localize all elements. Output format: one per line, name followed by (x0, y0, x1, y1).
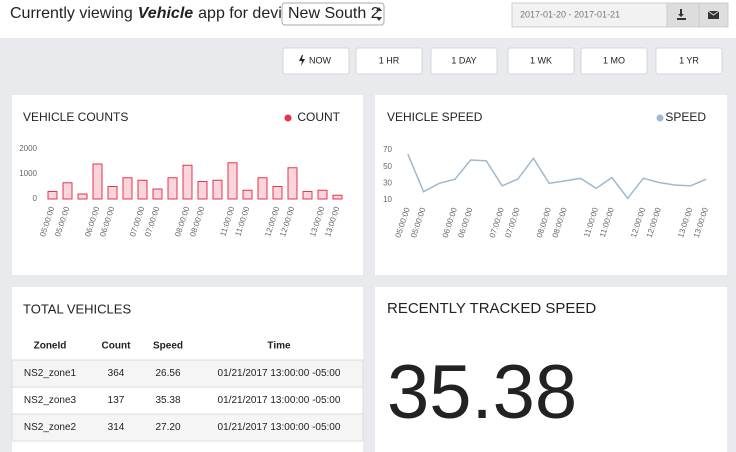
bar (272, 186, 283, 200)
bar (182, 164, 193, 200)
y-tick-label: 2000 (19, 144, 37, 153)
table-cell: 314 (108, 422, 125, 433)
chart-title: VEHICLE COUNTS (23, 110, 128, 124)
device-select[interactable] (281, 2, 385, 26)
time-button-label: 1 DAY (451, 55, 476, 65)
y-tick-label: 70 (383, 145, 392, 154)
time-button-label: 1 WK (530, 55, 552, 65)
legend-marker (284, 114, 292, 122)
table-cell: NS2_zone3 (24, 395, 77, 406)
bar (197, 181, 208, 200)
line (407, 153, 707, 200)
bar (152, 188, 163, 200)
bolt-icon (299, 55, 305, 66)
table-cell: 27.20 (155, 422, 180, 433)
email-icon-flap (707, 10, 720, 16)
header-prefix: Currently viewing (10, 5, 133, 22)
bar (227, 162, 238, 200)
y-tick-label: 1000 (19, 169, 37, 178)
time-button-label: NOW (309, 55, 332, 65)
header-suffix: app for device (198, 5, 299, 22)
time-button[interactable] (507, 47, 575, 75)
bar (302, 191, 313, 200)
bar (287, 167, 298, 200)
panel (375, 95, 727, 275)
bar (137, 179, 148, 200)
y-tick-label: 0 (33, 194, 38, 203)
bar (332, 194, 343, 200)
bar (107, 186, 118, 200)
time-button[interactable] (580, 47, 648, 75)
table-cell: NS2_zone1 (24, 368, 77, 379)
table-cell: 01/21/2017 13:00:00 -05:00 (218, 395, 341, 406)
bar (167, 177, 178, 200)
time-button[interactable] (655, 47, 723, 75)
column-header: Count (102, 341, 132, 352)
header-text: Currently viewing Vehicle app for device (10, 5, 299, 22)
legend-marker (656, 114, 664, 122)
bar (257, 177, 268, 200)
y-tick-label: 50 (383, 162, 392, 171)
date-range: 2017-01-20 - 2017-01-21 (520, 9, 620, 19)
column-header: ZoneId (34, 341, 67, 352)
bar (62, 182, 73, 200)
column-header: Time (267, 341, 291, 352)
table-cell: 35.38 (155, 395, 180, 406)
chart-title: VEHICLE SPEED (387, 110, 483, 124)
header-app: Vehicle (138, 5, 194, 22)
bar (77, 193, 88, 200)
bar (242, 189, 253, 200)
time-button[interactable] (282, 47, 350, 75)
table-cell: 137 (108, 395, 125, 406)
table: ZoneId Count Speed Time NS2_zone1 364 26.56 01/… (11, 341, 364, 442)
table-cell: 364 (108, 368, 125, 379)
table-row (11, 413, 364, 442)
bar (317, 189, 328, 200)
table-row (11, 359, 364, 388)
legend-label: SPEED (665, 110, 706, 124)
download-icon (677, 9, 686, 20)
time-buttons: NOW 1 HR 1 DAY 1 WK 1 MO 1 YR (282, 47, 723, 75)
time-button[interactable] (355, 47, 423, 75)
select-arrows (376, 7, 382, 21)
bar (212, 179, 223, 200)
device-select-text: New South 2 (288, 5, 380, 22)
time-button-label: 1 MO (603, 55, 625, 65)
y-tick-label: 30 (383, 178, 392, 187)
time-button-label: 1 HR (379, 55, 400, 65)
table-cell: NS2_zone2 (24, 422, 77, 433)
speed-value: 35.38 (387, 350, 577, 435)
bar (47, 191, 58, 200)
legend-label: COUNT (297, 110, 340, 124)
column-header: Speed (153, 341, 183, 352)
time-button-label: 1 YR (679, 55, 699, 65)
table-cell: 26.56 (155, 368, 180, 379)
y-tick-label: 10 (383, 195, 392, 204)
time-button[interactable] (430, 47, 498, 75)
panel (375, 287, 727, 452)
bar (122, 177, 133, 200)
table-cell: 01/21/2017 13:00:00 -05:00 (218, 368, 341, 379)
table-title: TOTAL VEHICLES (23, 301, 131, 316)
bar (92, 163, 103, 200)
table-cell: 01/21/2017 13:00:00 -05:00 (218, 422, 341, 433)
speed-title: RECENTLY TRACKED SPEED (387, 300, 596, 317)
